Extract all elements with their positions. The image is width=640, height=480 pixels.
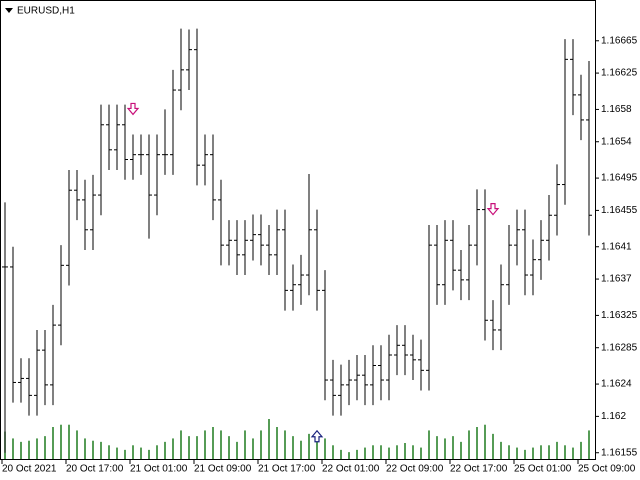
x-tick-label: 21 Oct 09:00 [194, 464, 252, 475]
x-tick-label: 21 Oct 01:00 [130, 464, 188, 475]
y-tick-label: 1.16665 [601, 35, 638, 46]
x-tick-label: 20 Oct 17:00 [66, 464, 124, 475]
y-tick-label: 1.16285 [601, 342, 638, 353]
y-tick-label: 1.1641 [601, 241, 632, 252]
y-tick-label: 1.16625 [601, 68, 638, 79]
y-tick-label: 1.16325 [601, 310, 638, 321]
x-tick-label: 25 Oct 09:00 [578, 464, 636, 475]
x-tick-label: 21 Oct 17:00 [258, 464, 316, 475]
y-tick-label: 1.1654 [601, 136, 632, 147]
y-tick-label: 1.1658 [601, 104, 632, 115]
chart-title: EURUSD,H1 [17, 6, 75, 17]
y-tick-label: 1.1624 [601, 379, 632, 390]
x-tick-label: 25 Oct 01:00 [514, 464, 572, 475]
y-tick-label: 1.16155 [601, 447, 638, 458]
signal-arrow [126, 102, 140, 116]
y-tick-label: 1.16455 [601, 205, 638, 216]
plot-frame [0, 0, 596, 460]
x-tick-label: 22 Oct 01:00 [322, 464, 380, 475]
x-tick-label: 22 Oct 09:00 [386, 464, 444, 475]
y-tick-label: 1.1637 [601, 274, 632, 285]
menu-triangle[interactable] [5, 8, 13, 13]
y-tick-label: 1.16495 [601, 173, 638, 184]
signal-arrow [310, 429, 324, 443]
x-tick-label: 22 Oct 17:00 [450, 464, 508, 475]
signal-arrow [486, 202, 500, 216]
x-tick-label: 20 Oct 2021 [2, 464, 57, 475]
y-tick-label: 1.162 [601, 411, 626, 422]
